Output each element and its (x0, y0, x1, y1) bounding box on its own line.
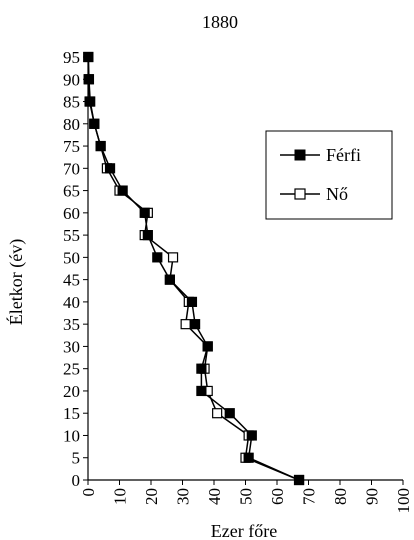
legend-label-ferfi: Férfi (326, 145, 361, 165)
axes: 0 5 10 15 20 25 30 35 40 45 50 55 60 65 70 75 80 85 90 95 0 1… (63, 48, 413, 514)
y-tick-label: 55 (63, 226, 80, 245)
y-tick-label: 85 (63, 93, 80, 112)
y-tick-label: 75 (63, 137, 80, 156)
y-axis-label: Életkor (év) (5, 239, 27, 325)
series-0-point (104, 163, 116, 174)
series-0-point (152, 252, 163, 263)
series-1-point (167, 252, 179, 263)
legend-box (265, 130, 393, 220)
x-tick-label: 40 (205, 488, 224, 505)
y-tick-label: 95 (63, 48, 80, 67)
series-0-point (190, 319, 201, 330)
series-0-point (117, 185, 128, 196)
y-tick-label: 5 (72, 449, 81, 468)
x-tick-label: 90 (363, 488, 382, 505)
y-tick-label: 10 (63, 426, 80, 445)
chart-title: 1880 (202, 12, 238, 32)
x-tick-label: 50 (237, 488, 256, 505)
y-tick-label: 25 (63, 360, 80, 379)
series-0-point (83, 74, 94, 85)
series-0-point (95, 140, 106, 152)
series-0-point (196, 363, 207, 374)
series-0-point (246, 430, 257, 441)
series-0-point (139, 207, 150, 218)
y-tick-label: 35 (63, 315, 80, 334)
series-0-point (196, 385, 207, 397)
series-1-point (180, 319, 191, 330)
series-0-line (87, 56, 300, 481)
legend-marker-ferfi (294, 149, 306, 161)
y-tick-label: 45 (63, 271, 80, 290)
x-tick-label: 20 (142, 488, 161, 505)
series-0-point (89, 118, 100, 129)
series-0-point (224, 408, 235, 419)
series-0-point (142, 230, 153, 241)
series-0-point (186, 296, 198, 307)
y-tick-label: 50 (63, 248, 80, 267)
x-tick-label: 0 (79, 488, 98, 497)
y-tick-label: 80 (63, 115, 80, 134)
x-tick-label: 30 (174, 488, 193, 505)
y-tick-label: 70 (63, 159, 80, 178)
y-tick-label: 60 (63, 204, 80, 223)
y-tick-label: 20 (63, 382, 80, 401)
y-tick-label: 90 (63, 70, 80, 89)
series-0-point (84, 96, 95, 107)
x-tick-label: 60 (268, 488, 287, 505)
series-layer (83, 51, 305, 486)
series-0-point (164, 274, 175, 285)
series-1-line (87, 56, 300, 481)
series-0-point (202, 341, 213, 352)
series-0-point (293, 474, 305, 486)
y-tick-label: 0 (72, 471, 81, 490)
y-tick-label: 40 (63, 293, 80, 312)
x-tick-label: 10 (111, 488, 130, 505)
x-tick-label: 80 (331, 488, 350, 505)
legend-label-no: Nő (326, 184, 348, 204)
x-tick-label: 100 (394, 488, 413, 514)
y-tick-label: 30 (63, 337, 80, 356)
series-0-point (243, 452, 254, 463)
x-axis-label: Ezer főre (211, 521, 277, 540)
series-0-point (83, 51, 94, 63)
legend: Férfi Nő (265, 130, 393, 220)
legend-marker-no (294, 188, 306, 200)
y-tick-label: 65 (63, 182, 80, 201)
y-tick-label: 15 (63, 404, 80, 423)
x-tick-label: 70 (300, 488, 319, 505)
series-1-point (212, 408, 223, 419)
